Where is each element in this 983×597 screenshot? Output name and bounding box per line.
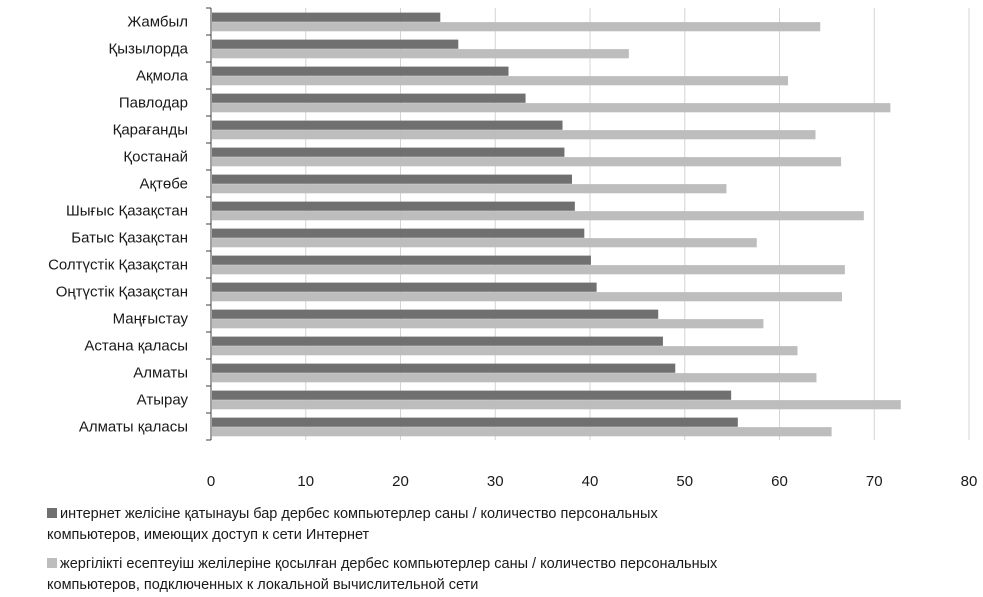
category-labels: Жамбыл Қызылорда Ақмола Павлодар Қарағанды Қо… [48,14,189,436]
x-tick-label: 20 [392,473,409,490]
bar-local-network [212,103,891,113]
bar-local-network [212,130,816,140]
bar-local-network [212,265,845,275]
category-label: Оңтүстік Қазақстан [56,284,188,301]
category-label: Астана қаласы [84,338,188,355]
bar-local-network [212,373,817,383]
bar-local-network [212,22,821,32]
bar-internet-access [212,93,526,103]
x-tick-label: 30 [487,473,504,490]
bar-internet-access [212,66,509,76]
category-label: Қостанай [123,149,188,166]
bar-local-network [212,157,842,167]
x-tick-label: 60 [771,473,788,490]
category-label: Қызылорда [108,41,188,58]
legend-label: компьютеров, имеющих доступ к сети Интер… [47,527,370,543]
bar-internet-access [212,417,738,427]
bar-local-network [212,184,727,194]
x-tick-label: 50 [676,473,693,490]
bar-local-network [212,400,901,410]
bar-internet-access [212,120,563,130]
category-label: Батыс Қазақстан [71,230,188,247]
bar-local-network [212,211,864,221]
x-tick-label: 0 [207,473,215,490]
bar-internet-access [212,255,591,265]
bar-internet-access [212,201,575,211]
category-label: Алматы қаласы [79,419,188,436]
x-tick-label: 10 [297,473,314,490]
category-label: Ақмола [136,68,189,85]
bar-internet-access [212,12,441,22]
category-label: Атырау [137,392,189,409]
category-label: Қарағанды [113,122,188,139]
bar-local-network [212,238,757,248]
category-label: Павлодар [119,95,188,112]
bar-internet-access [212,309,659,319]
bar-internet-access [212,390,732,400]
category-label: Жамбыл [127,14,188,31]
x-tick-label: 80 [961,473,978,490]
axes [206,7,212,441]
category-label: Алматы [133,365,188,382]
x-tick-label: 70 [866,473,883,490]
bar-internet-access [212,282,597,292]
bar-local-network [212,319,764,329]
bar-local-network [212,76,789,86]
category-label: Солтүстік Қазақстан [48,257,188,274]
x-tick-labels: 0 10 20 30 40 50 60 70 80 [207,473,978,490]
bars [212,12,901,437]
legend-swatch [47,558,57,568]
bar-local-network [212,346,798,356]
bar-local-network [212,427,832,437]
bar-internet-access [212,336,663,346]
bar-internet-access [212,363,676,373]
bar-internet-access [212,39,459,49]
category-label: Маңғыстау [113,311,189,328]
bar-local-network [212,49,629,59]
bar-internet-access [212,228,585,238]
bar-local-network [212,292,843,302]
legend-label: жергілікті есептеуіш желілеріне қосылған… [60,556,718,572]
x-tick-label: 40 [582,473,599,490]
category-label: Ақтөбе [139,176,188,193]
category-label: Шығыс Қазақстан [66,203,188,220]
legend-label: компьютеров, подключенных к локальной вы… [47,577,478,593]
legend-label: интернет желісіне қатынауы бар дербес ко… [60,506,658,522]
legend-swatch [47,508,57,518]
bar-internet-access [212,147,565,157]
legend: интернет желісіне қатынауы бар дербес ко… [47,506,718,593]
bar-internet-access [212,174,572,184]
